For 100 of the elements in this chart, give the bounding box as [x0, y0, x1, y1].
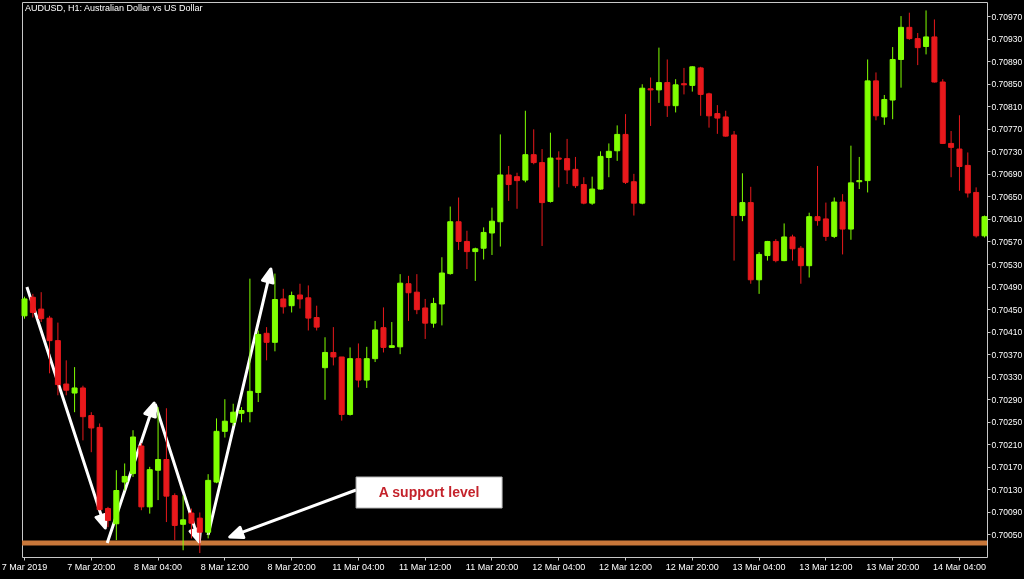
candlestick [822, 202, 829, 242]
y-tick-label: 0.70090 [991, 507, 1023, 518]
x-tick-label: 12 Mar 20:00 [665, 561, 719, 572]
y-tick-label: 0.70930 [991, 34, 1023, 45]
candlestick [739, 172, 746, 222]
candlestick [388, 321, 395, 349]
candlestick [230, 403, 237, 427]
x-tick-label: 8 Mar 12:00 [200, 561, 249, 572]
x-tick-label: 11 Mar 04:00 [332, 561, 385, 572]
candlestick [246, 278, 253, 423]
candlestick [305, 284, 312, 331]
candlestick [180, 495, 187, 551]
candlestick [956, 114, 963, 192]
candlestick [647, 77, 654, 127]
candlestick [881, 94, 888, 126]
y-tick-label: 0.70210 [991, 439, 1023, 450]
x-tick-label: 13 Mar 12:00 [799, 561, 853, 572]
candlestick [405, 275, 412, 322]
annotation: A support level [378, 483, 480, 500]
candlestick [672, 78, 679, 113]
y-tick-label: 0.70410 [991, 327, 1023, 338]
candlestick [714, 104, 721, 135]
candlestick [38, 291, 45, 323]
candlestick [580, 176, 587, 205]
candlestick [196, 511, 203, 554]
candlestick [263, 326, 270, 361]
candlestick [71, 366, 78, 413]
candlestick [814, 165, 821, 227]
candlestick [856, 156, 863, 190]
candlestick [614, 124, 621, 162]
candlestick [505, 165, 512, 202]
candlestick [46, 315, 53, 374]
x-tick-label: 12 Mar 04:00 [532, 561, 586, 572]
candlestick [422, 298, 429, 340]
y-tick-label: 0.70050 [991, 529, 1023, 540]
y-tick-label: 0.70970 [991, 11, 1023, 22]
candlestick [322, 336, 329, 401]
candlestick [664, 58, 671, 118]
candlestick [530, 128, 537, 165]
candlestick [296, 283, 303, 310]
x-tick-label: 12 Mar 12:00 [599, 561, 653, 572]
candlestick [948, 130, 955, 178]
y-tick-label: 0.70450 [991, 304, 1023, 315]
y-tick-label: 0.70170 [991, 462, 1023, 473]
candlestick [413, 273, 420, 315]
y-tick-label: 0.70730 [991, 146, 1023, 157]
y-tick-label: 0.70850 [991, 79, 1023, 90]
candlestick [789, 234, 796, 262]
candlestick [680, 67, 687, 95]
candlestick [280, 288, 287, 315]
candlestick [21, 296, 28, 320]
candlestick [689, 65, 696, 93]
candlestick [923, 9, 930, 55]
x-tick-label: 11 Mar 20:00 [465, 561, 519, 572]
candlestick [155, 406, 162, 501]
candlestick [463, 230, 470, 270]
y-tick-label: 0.70570 [991, 236, 1023, 247]
candlestick [480, 226, 487, 260]
candlestick [488, 207, 495, 256]
x-tick-label: 11 Mar 12:00 [399, 561, 452, 572]
x-tick-label: 13 Mar 04:00 [732, 561, 786, 572]
candlestick [288, 291, 295, 313]
candlestick [455, 197, 462, 251]
candlestick [363, 346, 370, 389]
candlestick [514, 172, 521, 210]
candlestick [572, 156, 579, 189]
candlestick [589, 176, 596, 206]
candlestick [605, 142, 612, 178]
candlestick [330, 326, 337, 366]
candlestick [655, 47, 662, 104]
y-tick-label: 0.70650 [991, 191, 1023, 202]
y-tick-label: 0.70530 [991, 259, 1023, 270]
candlestick [104, 506, 111, 528]
x-tick-label: 7 Mar 2019 [1, 561, 48, 572]
y-tick-label: 0.70330 [991, 372, 1023, 383]
candlestick [29, 293, 36, 319]
x-tick-label: 14 Mar 04:00 [932, 561, 986, 572]
y-tick-label: 0.70370 [991, 349, 1023, 360]
x-tick-label: 8 Mar 04:00 [134, 561, 183, 572]
candlestick [797, 245, 804, 285]
y-tick-label: 0.70290 [991, 394, 1023, 405]
candlestick [564, 138, 571, 185]
y-tick-label: 0.70610 [991, 214, 1023, 225]
candlestick [914, 32, 921, 66]
y-tick-label: 0.70130 [991, 484, 1023, 495]
y-tick-label: 0.70490 [991, 282, 1023, 293]
candlestick [63, 359, 70, 396]
y-tick-label: 0.70770 [991, 124, 1023, 135]
candlestick [380, 306, 387, 353]
candlestick [313, 305, 320, 331]
candlestick [772, 238, 779, 263]
candlestick [121, 462, 128, 492]
x-tick-label: 13 Mar 20:00 [866, 561, 920, 572]
candlestick [781, 222, 788, 262]
candlestick [630, 173, 637, 217]
chart-title: AUDUSD, H1: Australian Dollar vs US Dollar [25, 3, 203, 13]
x-tick-label: 7 Mar 20:00 [67, 561, 116, 572]
y-tick-label: 0.70810 [991, 101, 1023, 112]
y-tick-label: 0.70250 [991, 417, 1023, 428]
candlestick [722, 110, 729, 138]
